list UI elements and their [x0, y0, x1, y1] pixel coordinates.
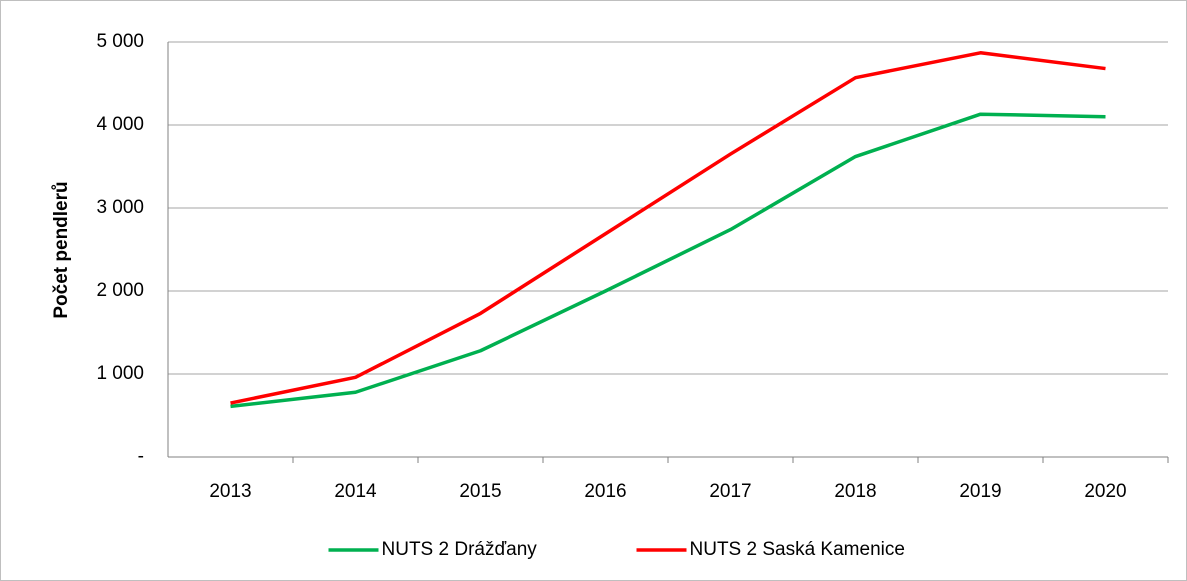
x-tick-label: 2019 [959, 481, 1001, 502]
y-axis-label: Počet pendlerů [51, 181, 72, 318]
y-tick-label: 4 000 [96, 114, 144, 135]
y-tick-label: 2 000 [96, 280, 144, 301]
legend-label: NUTS 2 Drážďany [382, 539, 538, 560]
x-tick-label: 2018 [834, 481, 876, 502]
x-tick-label: 2020 [1084, 481, 1126, 502]
series-line [230, 112, 1106, 409]
x-tick-label: 2017 [709, 481, 751, 502]
x-tick-label: 2013 [209, 481, 251, 502]
x-tick-label: 2016 [584, 481, 626, 502]
y-tick-label: 3 000 [96, 197, 144, 218]
y-tick-label: 5 000 [96, 31, 144, 52]
y-tick-label: 1 000 [96, 363, 144, 384]
x-tick-label: 2015 [459, 481, 501, 502]
series-line [230, 51, 1106, 405]
legend-label: NUTS 2 Saská Kamenice [690, 539, 905, 560]
x-tick-label: 2014 [334, 481, 377, 502]
y-tick-label: - [138, 446, 144, 467]
